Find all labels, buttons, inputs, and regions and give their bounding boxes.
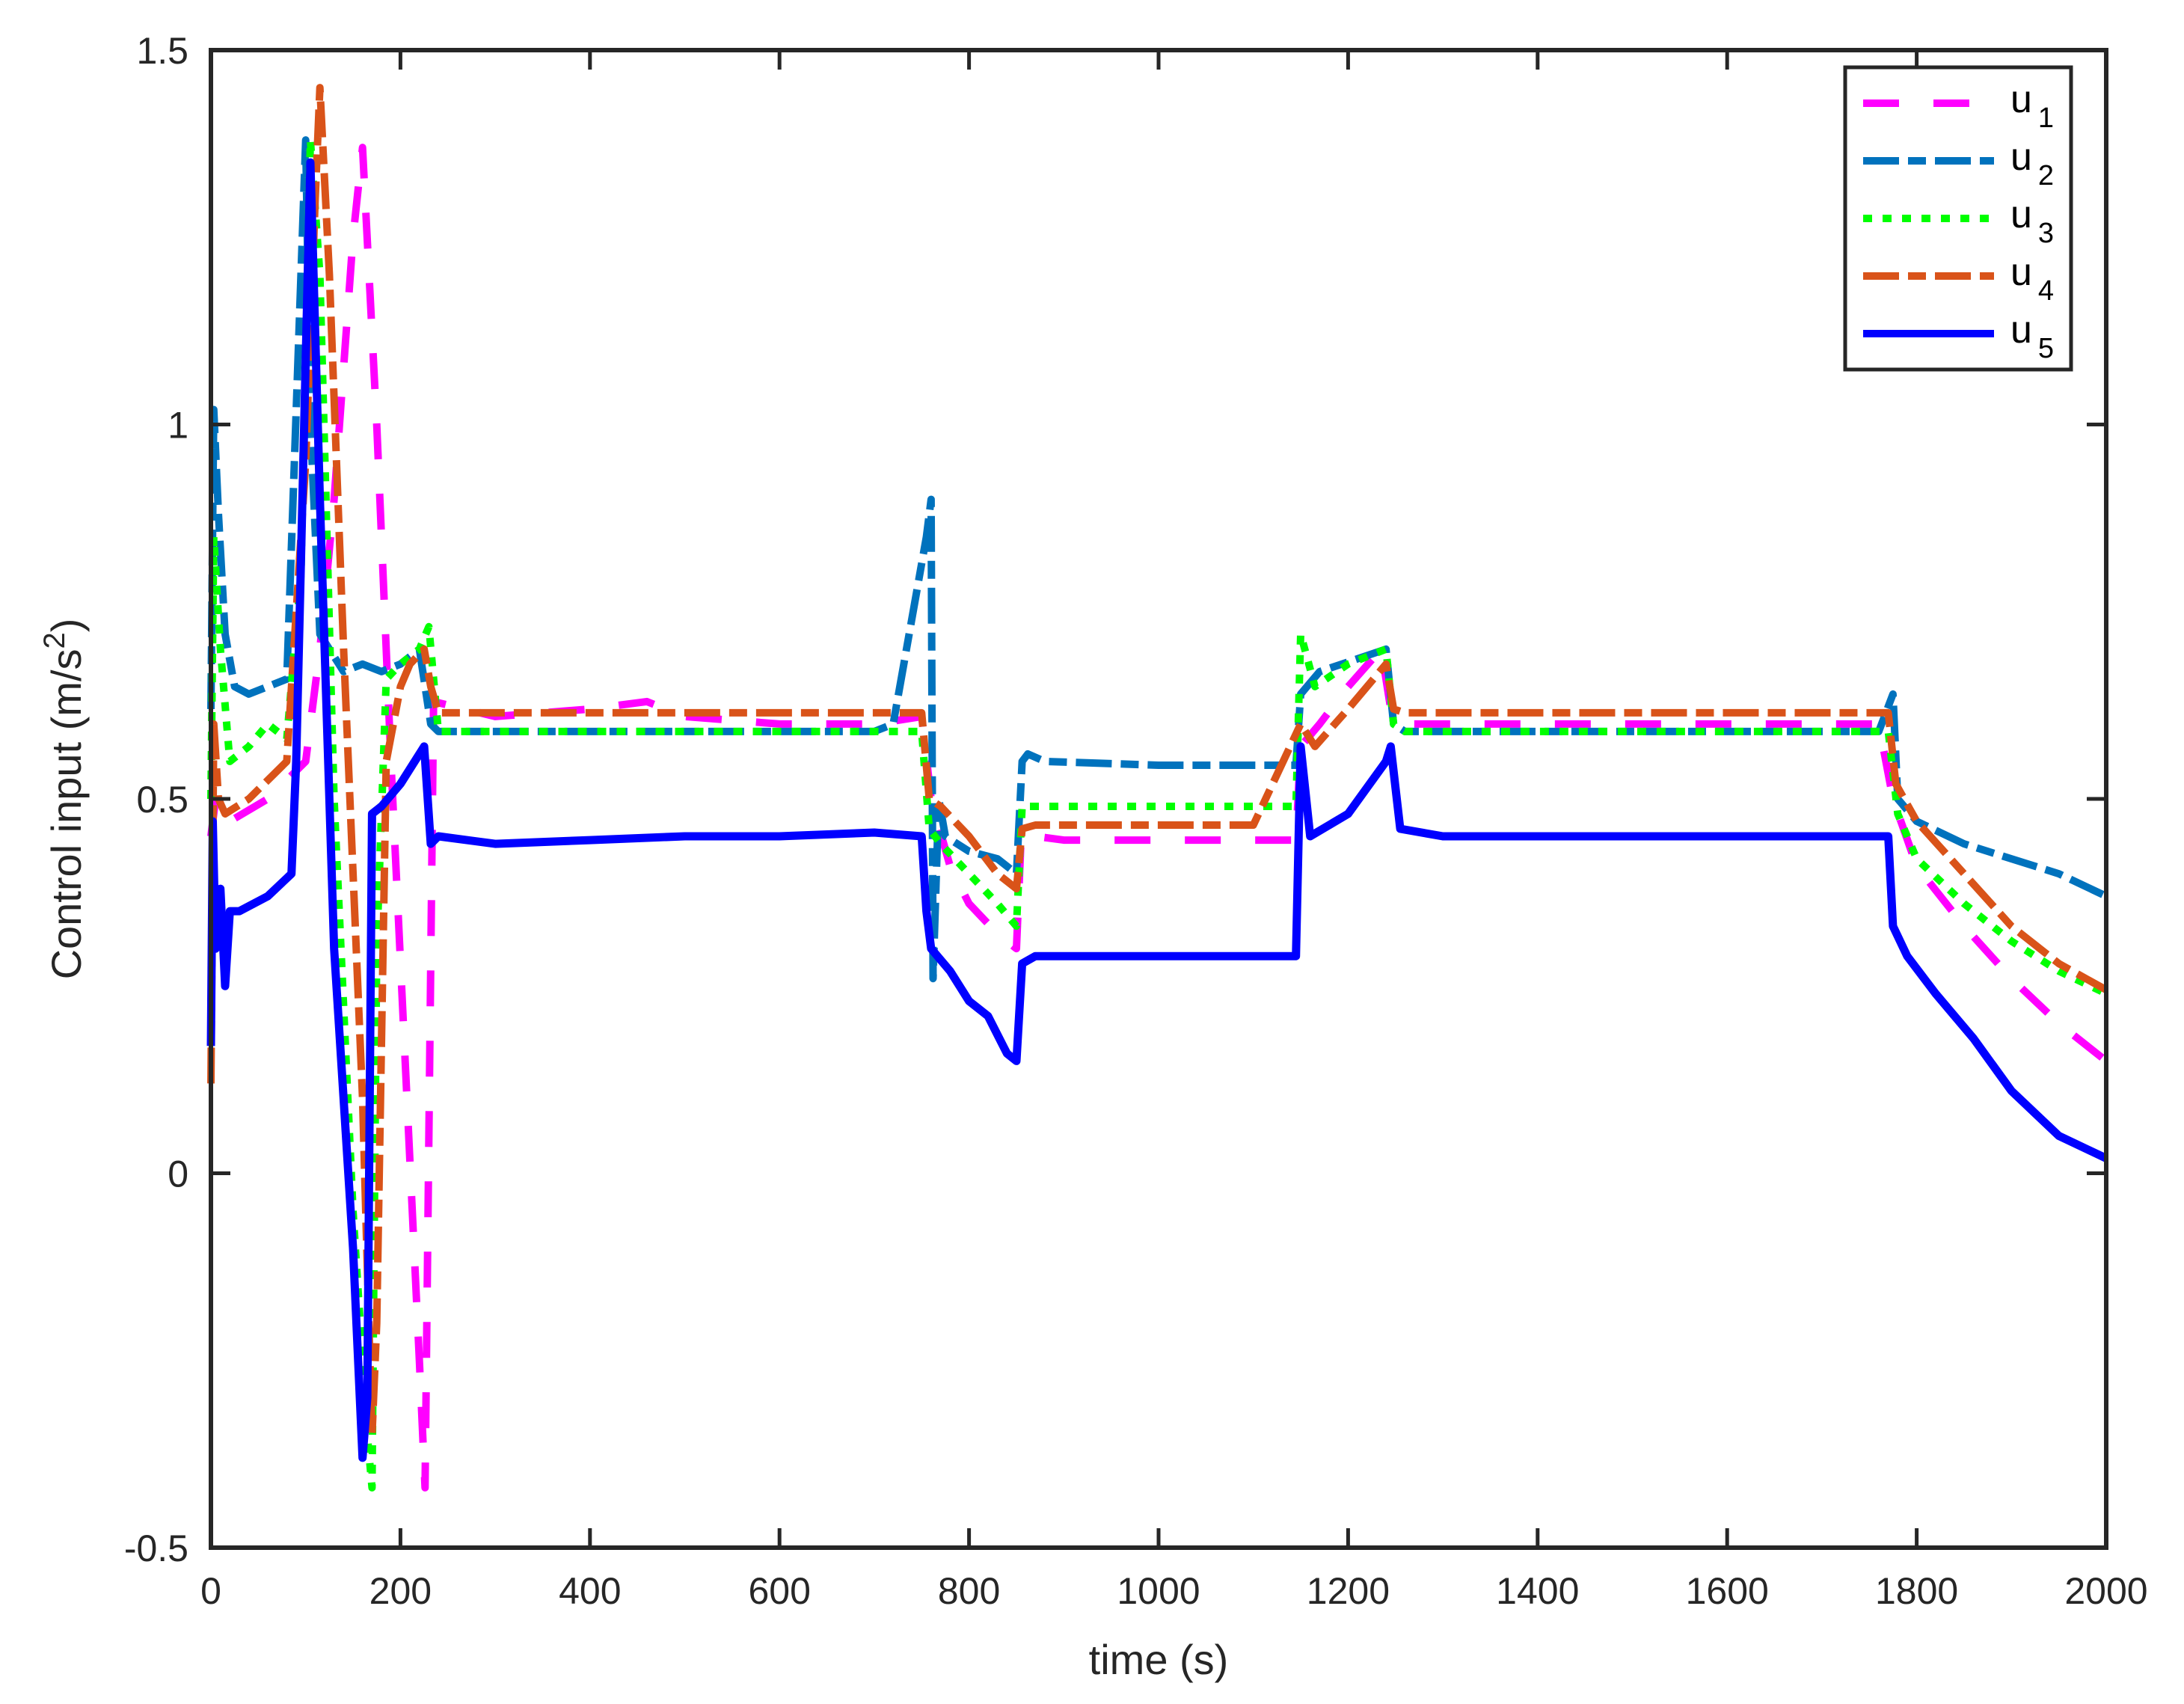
x-tick-label: 1200 bbox=[1307, 1570, 1390, 1612]
y-tick-label: 1.5 bbox=[136, 30, 188, 72]
x-tick-label: 0 bbox=[200, 1570, 221, 1612]
y-axis-label-close: ) bbox=[43, 619, 90, 633]
series-line-u5 bbox=[206, 158, 2108, 1462]
y-tick-label: 0.5 bbox=[136, 779, 188, 821]
y-tick-label: -0.5 bbox=[124, 1527, 188, 1569]
x-tick-label: 1000 bbox=[1117, 1570, 1200, 1612]
legend: u 1u 2u 3u 4u 5 bbox=[1843, 65, 2073, 372]
tick-layer: 0 200 400 600 800 1000 1200 1400 1600 1800 2000 -0.… bbox=[124, 30, 2148, 1612]
x-tick-label: 800 bbox=[938, 1570, 1000, 1612]
legend-box bbox=[1843, 65, 2073, 372]
x-tick-label: 200 bbox=[369, 1570, 432, 1612]
x-axis-label: time (s) bbox=[1089, 1636, 1229, 1683]
y-axis-label: Control input (m/s2) bbox=[38, 619, 90, 980]
y-axis-label-sup: 2 bbox=[38, 632, 71, 649]
x-tick-label: 1800 bbox=[1875, 1570, 1958, 1612]
y-axis-label-main: Control input (m/s bbox=[43, 649, 90, 979]
y-tick-label: 1 bbox=[168, 405, 188, 447]
x-tick-label: 600 bbox=[748, 1570, 810, 1612]
x-tick-label: 400 bbox=[559, 1570, 621, 1612]
series-layer bbox=[206, 84, 2109, 1492]
y-tick-label: 0 bbox=[168, 1153, 188, 1195]
x-tick-label: 1400 bbox=[1496, 1570, 1579, 1612]
series-line-u1 bbox=[207, 144, 2109, 1492]
x-tick-label: 1600 bbox=[1686, 1570, 1769, 1612]
x-tick-label: 2000 bbox=[2064, 1570, 2147, 1612]
series-line-u4 bbox=[207, 84, 2108, 1439]
